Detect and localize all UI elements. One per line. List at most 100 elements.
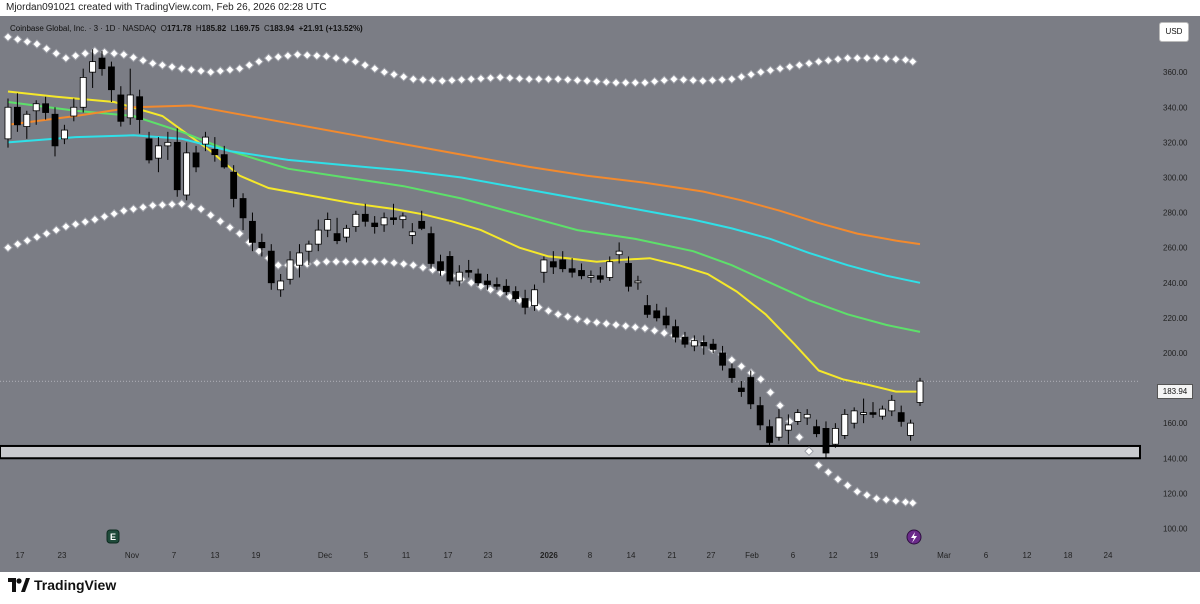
candle-body <box>719 352 726 366</box>
candle-body <box>446 256 454 282</box>
candle-body <box>173 141 181 191</box>
upper-band-dot <box>728 75 736 83</box>
currency-button[interactable]: USD <box>1159 22 1189 42</box>
ma-green-line <box>7 101 921 333</box>
symbol-legend: Coinbase Global, Inc. · 3 · 1D · NASDAQ … <box>10 24 363 33</box>
lower-band-dot <box>178 200 186 208</box>
candle-body <box>155 145 162 159</box>
lower-band-dot <box>352 258 359 266</box>
upper-band-dot <box>680 76 687 84</box>
tradingview-brand-text: TradingView <box>34 577 117 593</box>
candle-body <box>681 336 689 345</box>
lower-band-dot <box>506 293 514 301</box>
lower-band-dot <box>487 286 494 294</box>
lower-band-dot <box>197 205 205 213</box>
lower-band-dot <box>631 323 639 331</box>
candle-body <box>512 291 520 299</box>
price-tick-label: 140.00 <box>1163 454 1188 463</box>
candle-body <box>502 285 510 292</box>
upper-band-dot <box>43 45 50 53</box>
candle-body <box>662 315 670 326</box>
candle-body <box>559 259 567 270</box>
upper-band-dot <box>380 68 388 76</box>
price-tick-label: 100.00 <box>1163 524 1188 533</box>
date-tick-label: 24 <box>1103 551 1113 560</box>
upper-band-dot <box>641 79 649 87</box>
candle-body <box>61 129 68 140</box>
lower-band-dot <box>110 210 118 218</box>
date-tick-label: 23 <box>483 551 493 560</box>
change-value: +21.91 (+13.52%) <box>298 24 363 33</box>
upper-band-dot <box>776 65 784 73</box>
candle-body <box>897 412 905 422</box>
candle-body <box>728 368 736 378</box>
lower-band-dot <box>62 223 70 230</box>
lower-band-dot <box>207 211 215 219</box>
upper-band-dot <box>52 50 60 57</box>
upper-band-dot <box>323 52 330 60</box>
upper-band-dot <box>699 77 707 85</box>
candle-body <box>314 229 322 245</box>
candle-body <box>145 138 153 161</box>
candle-body <box>51 113 59 147</box>
candle-body <box>70 106 78 117</box>
lower-band-dot <box>477 282 485 290</box>
upper-band-dot <box>81 50 89 57</box>
close-value: 183.94 <box>269 24 295 33</box>
footer: TradingView <box>0 572 1200 604</box>
ma-cyan-line <box>7 134 921 284</box>
last-price-label: 183.94 <box>1157 384 1193 399</box>
upper-band-dot <box>824 57 832 64</box>
upper-band-dot <box>101 48 108 56</box>
date-tick-label: 13 <box>210 551 220 560</box>
candle-body <box>709 343 717 350</box>
upper-band-dot <box>525 75 533 83</box>
lower-band-dot <box>361 258 369 266</box>
upper-band-dot <box>342 56 350 64</box>
candle-body <box>126 94 134 119</box>
candle-body <box>850 410 858 424</box>
candle-body <box>202 136 209 145</box>
date-tick-label: 18 <box>1063 551 1073 560</box>
lower-band-dot <box>81 218 89 226</box>
candle-body <box>296 252 303 266</box>
lower-band-dot <box>332 258 340 266</box>
lower-band-dot <box>371 258 379 266</box>
candle-body <box>192 152 200 168</box>
candle-body <box>164 141 172 147</box>
upper-band-dot <box>516 75 523 82</box>
candle-body <box>371 222 379 227</box>
candle-body <box>803 413 811 419</box>
lower-band-dot <box>824 468 832 476</box>
lower-band-dot <box>130 205 137 213</box>
lower-band-dot <box>419 264 427 271</box>
price-tick-label: 300.00 <box>1163 173 1188 182</box>
date-tick-label: 12 <box>1022 551 1032 560</box>
credit-text: Mjordan091021 created with TradingView.c… <box>6 2 327 13</box>
lower-band-dot <box>159 201 166 209</box>
candle-body <box>653 310 661 319</box>
candle-body <box>465 270 473 273</box>
lower-band-dot <box>226 224 234 231</box>
price-chart[interactable]: 100.00120.00140.00160.00180.00200.00220.… <box>0 16 1200 546</box>
upper-band-dot <box>602 78 610 86</box>
date-tick-label: 2026 <box>540 551 558 560</box>
upper-band-dot <box>429 76 437 84</box>
candle-body <box>4 106 12 140</box>
candle-body <box>352 213 360 227</box>
upper-band-dot <box>873 54 880 62</box>
support-zone <box>0 444 1141 460</box>
upper-band-dot <box>294 51 301 59</box>
candle-body <box>916 380 924 403</box>
lower-band-dot <box>795 433 803 441</box>
lower-band-dot <box>72 220 79 228</box>
price-tick-label: 120.00 <box>1163 489 1188 498</box>
candle-body <box>361 213 369 222</box>
upper-band-dot <box>545 75 552 83</box>
tradingview-logo[interactable]: TradingView <box>8 576 116 594</box>
lower-band-dot <box>274 261 282 269</box>
candle-body <box>277 280 285 291</box>
candle-body <box>822 428 830 454</box>
chart-area[interactable]: 100.00120.00140.00160.00180.00200.00220.… <box>0 16 1200 546</box>
candle-body <box>286 259 294 280</box>
